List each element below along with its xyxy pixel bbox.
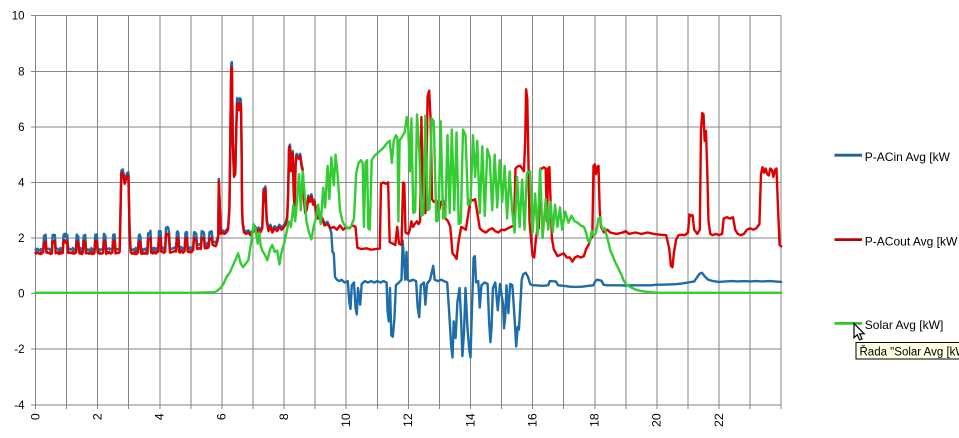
svg-text:P-ACout Avg [kW: P-ACout Avg [kW bbox=[865, 234, 958, 248]
svg-text:10: 10 bbox=[339, 413, 353, 427]
svg-text:6: 6 bbox=[215, 413, 229, 420]
svg-text:Řada "Solar Avg [kW]": Řada "Solar Avg [kW]" bbox=[860, 345, 959, 358]
svg-text:0: 0 bbox=[18, 289, 24, 301]
svg-text:12: 12 bbox=[401, 413, 415, 427]
svg-text:2: 2 bbox=[18, 233, 24, 245]
svg-text:P-ACin Avg [kW: P-ACin Avg [kW bbox=[865, 150, 951, 164]
svg-text:-4: -4 bbox=[14, 400, 25, 412]
svg-text:18: 18 bbox=[588, 413, 602, 427]
svg-text:4: 4 bbox=[153, 413, 167, 420]
svg-text:2: 2 bbox=[90, 413, 104, 420]
svg-text:8: 8 bbox=[277, 413, 291, 420]
svg-text:20: 20 bbox=[650, 413, 664, 427]
svg-text:-2: -2 bbox=[14, 344, 24, 356]
svg-text:10: 10 bbox=[12, 11, 25, 23]
svg-text:22: 22 bbox=[712, 413, 726, 427]
svg-text:4: 4 bbox=[18, 177, 25, 189]
svg-text:6: 6 bbox=[18, 122, 24, 134]
svg-text:16: 16 bbox=[525, 413, 539, 427]
svg-text:Solar Avg [kW]: Solar Avg [kW] bbox=[865, 318, 943, 332]
svg-text:14: 14 bbox=[463, 413, 477, 427]
svg-text:8: 8 bbox=[18, 66, 24, 78]
svg-text:0: 0 bbox=[28, 413, 42, 420]
